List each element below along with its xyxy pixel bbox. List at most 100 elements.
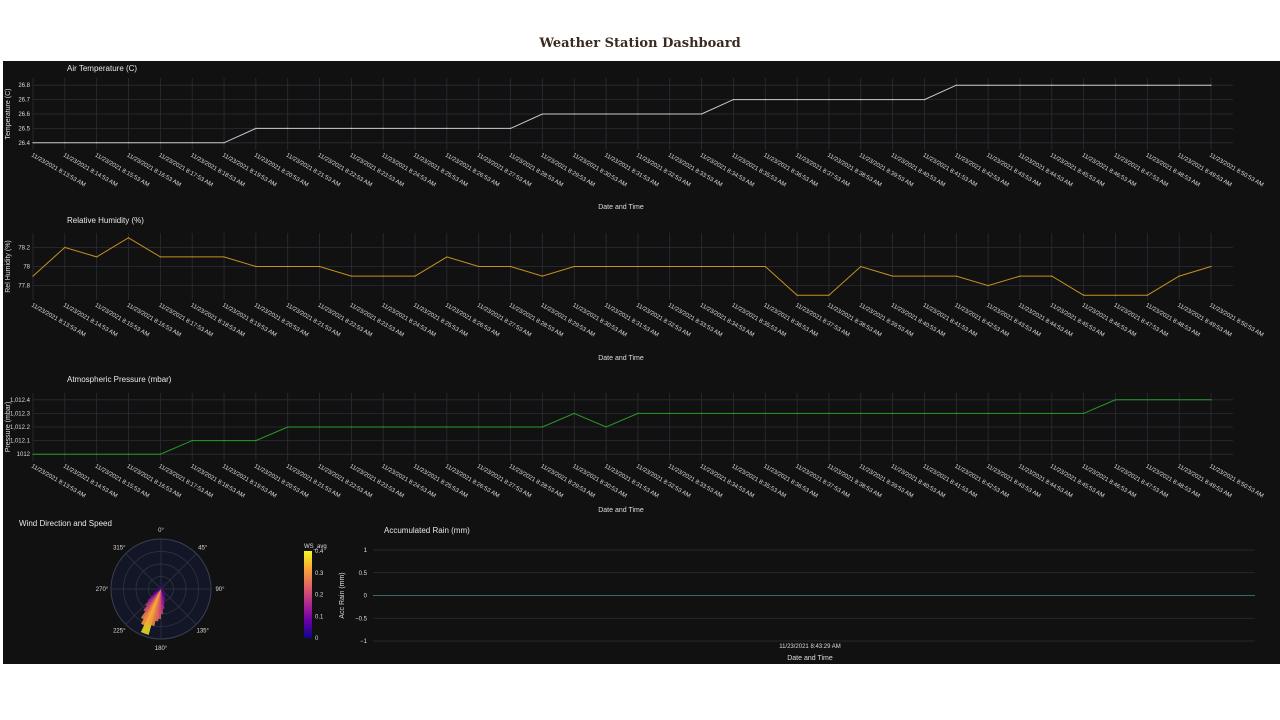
data-point	[955, 275, 957, 277]
data-point	[669, 265, 671, 268]
x-tick-label: 11/23/2021 8:23:53 AM	[348, 303, 404, 339]
x-tick-label: 11/23/2021 8:32:53 AM	[635, 153, 691, 189]
y-tick-label: 26.4	[18, 141, 30, 147]
x-tick-label: 11/23/2021 8:20:53 AM	[253, 153, 309, 189]
data-point	[32, 142, 34, 144]
chart-wind: Wind Direction and Speed 0° 45° 90° 135° 180°…	[19, 519, 327, 652]
data-point	[573, 265, 575, 268]
data-point	[860, 99, 862, 101]
data-point	[892, 99, 894, 101]
x-tick-label: 11/23/2021 8:22:53 AM	[317, 303, 373, 339]
data-point	[382, 275, 384, 277]
x-tick-label: 11/23/2021 8:39:53 AM	[858, 153, 914, 189]
x-tick-label: 11/23/2021 8:31:53 AM	[603, 303, 659, 339]
x-tick-label: 11/23/2021 8:25:53 AM	[412, 303, 468, 339]
data-point	[573, 412, 575, 414]
x-tick-label: 11/23/2021 8:27:53 AM	[476, 153, 532, 189]
data-point	[637, 265, 639, 268]
data-point	[764, 99, 766, 101]
data-point	[700, 265, 703, 268]
data-point	[223, 142, 225, 144]
x-tick-label: 11/23/2021 8:42:53 AM	[953, 153, 1009, 189]
x-tick-label: 11/23/2021 8:29:53 AM	[539, 303, 595, 339]
data-point	[1083, 294, 1085, 296]
data-point	[1083, 84, 1085, 86]
colorbar-tick-label: 0.4	[315, 549, 324, 555]
x-tick-label: 11/23/2021 8:39:53 AM	[858, 303, 914, 339]
data-point	[350, 275, 352, 277]
y-tick-label: 26.5	[18, 126, 30, 132]
data-point	[1178, 84, 1180, 86]
page-title: Weather Station Dashboard	[539, 36, 741, 51]
x-tick-label: 11/23/2021 8:19:53 AM	[221, 153, 277, 189]
wind-bar	[150, 589, 161, 598]
x-tick-label: 11/23/2021 8:32:53 AM	[635, 303, 691, 339]
data-point	[1210, 84, 1212, 86]
angular-tick-label: 0°	[158, 528, 164, 534]
y-tick-label: 1,012.4	[10, 398, 31, 404]
data-point	[1146, 294, 1148, 296]
data-point	[923, 99, 926, 101]
x-tick-label: 11/23/2021 8:38:53 AM	[826, 303, 882, 339]
data-point	[605, 426, 607, 428]
angular-tick-label: 225°	[113, 629, 126, 635]
x-tick-label: 11/23/2021 8:14:53 AM	[62, 153, 118, 189]
x-tick-label: 11/23/2021 8:45:53 AM	[1049, 464, 1105, 500]
y-tick-label: −0.5	[355, 616, 368, 622]
y-tick-label: 1,012.2	[10, 425, 31, 431]
data-point	[287, 265, 289, 268]
series-line	[33, 399, 1211, 455]
x-tick-label: 11/23/2021 8:34:53 AM	[699, 464, 755, 500]
data-point	[159, 453, 161, 455]
data-point	[541, 426, 544, 428]
data-point	[127, 142, 130, 144]
chart-title: Wind Direction and Speed	[19, 519, 112, 528]
wind-bar	[161, 589, 166, 595]
series-line	[32, 237, 1212, 296]
data-point	[669, 412, 671, 414]
x-tick-label: 11/23/2021 8:46:53 AM	[1081, 303, 1137, 339]
colorbar-tick-label: 0.1	[315, 614, 324, 620]
x-tick-label: 11/23/2021 8:33:53 AM	[667, 153, 723, 189]
x-tick-label: 11/23/2021 8:38:53 AM	[826, 464, 882, 500]
data-point	[446, 426, 448, 428]
polar-spoke	[160, 553, 197, 590]
x-tick-label: 11/23/2021 8:49:53 AM	[1176, 303, 1232, 339]
x-tick-label: 11/23/2021 8:48:53 AM	[1144, 153, 1200, 189]
y-axis-label: Pressure (mbar)	[5, 402, 12, 453]
x-axis-label: Date and Time	[598, 507, 644, 514]
x-axis-label: Date and Time	[787, 655, 833, 662]
data-point	[732, 265, 735, 268]
data-point	[637, 412, 639, 414]
y-tick-label: 78	[23, 265, 30, 271]
x-tick-label: 11/23/2021 8:25:53 AM	[412, 153, 468, 189]
data-point	[764, 265, 766, 268]
x-tick-label: 11/23/2021 8:24:53 AM	[380, 303, 436, 339]
data-point	[796, 99, 798, 101]
data-point	[1019, 84, 1021, 86]
data-point	[828, 99, 830, 101]
data-point	[287, 127, 289, 129]
data-point	[955, 412, 957, 414]
x-tick-label: 11/23/2021 8:46:53 AM	[1081, 464, 1137, 500]
data-point	[1051, 84, 1053, 86]
x-tick-label: 11/23/2021 8:20:53 AM	[253, 464, 309, 500]
data-point	[923, 412, 926, 414]
x-tick-label: 11/23/2021 8:13:53 AM	[30, 464, 86, 500]
angular-tick-label: 90°	[215, 587, 225, 593]
data-point	[191, 440, 193, 442]
x-tick-label: 11/23/2021 8:16:53 AM	[126, 464, 182, 500]
angular-tick-label: 315°	[113, 545, 126, 551]
data-point	[764, 412, 766, 414]
x-tick-label: 11/23/2021 8:14:53 AM	[62, 303, 118, 339]
data-point	[382, 426, 384, 428]
data-point	[1210, 399, 1212, 401]
data-point	[509, 127, 512, 129]
y-axis-label: Rel Humidity (%)	[5, 240, 12, 293]
x-tick-label: 11/23/2021 8:47:53 AM	[1112, 303, 1168, 339]
x-tick-label: 11/23/2021 8:23:53 AM	[348, 464, 404, 500]
data-point	[1178, 275, 1180, 277]
data-point	[1051, 412, 1053, 414]
y-tick-label: 26.8	[18, 83, 30, 89]
x-tick-label: 11/23/2021 8:21:53 AM	[285, 464, 341, 500]
